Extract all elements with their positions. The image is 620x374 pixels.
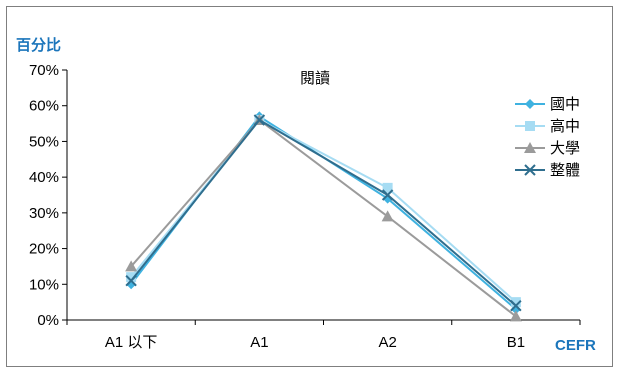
x-tick-label: A2	[378, 334, 396, 351]
legend-item: 整體	[515, 162, 580, 179]
x-marker-stroke	[381, 189, 394, 201]
data-point	[509, 310, 522, 322]
data-point	[381, 210, 394, 222]
series-大學	[125, 114, 522, 322]
x-tick-label: A1 以下	[105, 334, 158, 351]
x-marker-stroke	[253, 114, 266, 126]
y-tick-label: 10%	[29, 276, 59, 293]
series-line	[130, 118, 517, 303]
data-point	[125, 260, 138, 272]
x-marker-stroke	[125, 275, 137, 287]
series-高中	[126, 115, 521, 308]
legend-item: 國中	[515, 96, 580, 113]
y-tick-label: 40%	[29, 169, 59, 186]
x-tick-label: A1	[250, 334, 268, 351]
legend-item: 高中	[515, 118, 580, 135]
x-marker-stroke	[524, 164, 536, 176]
y-tick-label: 20%	[29, 241, 59, 258]
legend-label: 整體	[550, 162, 580, 179]
series-line	[130, 118, 517, 318]
series-layer	[125, 111, 522, 322]
legend-label: 高中	[550, 118, 580, 135]
axes: 0% 10% 20% 30% 40% 50% 60% 70% A1 以下 A1 A2 B1	[29, 62, 581, 351]
data-point	[381, 189, 394, 201]
legend-label: 國中	[550, 96, 580, 113]
y-tick-label: 50%	[29, 133, 59, 150]
x-axis-label: CEFR	[555, 337, 596, 354]
data-point	[253, 114, 266, 126]
legend-marker	[525, 121, 535, 131]
legend-marker	[524, 142, 536, 153]
y-tick-label: 70%	[29, 62, 59, 79]
legend-item: 大學	[515, 139, 580, 157]
chart-title: 閱讀	[300, 70, 330, 87]
data-point	[510, 297, 521, 308]
y-axis-label: 百分比	[16, 36, 61, 54]
y-tick-label: 0%	[37, 312, 59, 329]
data-point	[125, 275, 137, 287]
data-point	[510, 300, 522, 312]
series-整體	[125, 114, 522, 312]
legend-marker	[524, 164, 536, 176]
x-tick-label: B1	[507, 334, 525, 351]
series-line	[130, 118, 517, 307]
series-line	[130, 115, 517, 311]
legend-label: 大學	[550, 139, 580, 157]
y-tick-label: 60%	[29, 98, 59, 115]
legend-marker	[525, 99, 535, 109]
data-point	[126, 272, 137, 283]
data-point	[382, 182, 393, 193]
y-tick-label: 30%	[29, 205, 59, 222]
x-marker-stroke	[510, 300, 522, 312]
